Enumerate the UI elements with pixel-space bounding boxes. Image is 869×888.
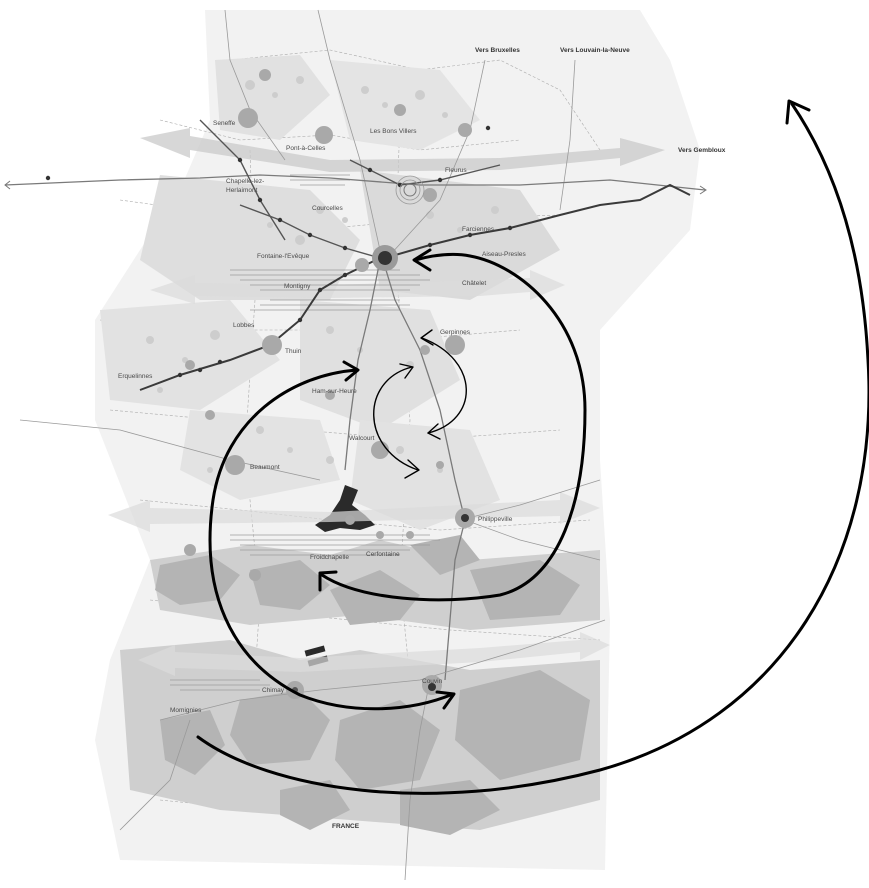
inner-loop-left-head-top: [399, 363, 414, 379]
label-vers-gembloux: Vers Gembloux: [678, 147, 726, 154]
label-chapelle: Chapelle-lez-: [226, 178, 264, 185]
label-philippeville: Philippeville: [478, 516, 513, 523]
label-erquelinnes: Erquelinnes: [118, 373, 153, 380]
central-hub: [292, 175, 469, 693]
road-end-arrows: [4, 180, 707, 195]
label-beaumont: Beaumont: [250, 464, 280, 471]
label-vers-bruxelles: Vers Bruxelles: [475, 47, 520, 54]
label-les-bons-villers: Les Bons Villers: [370, 128, 417, 135]
built-speckle: [146, 76, 499, 473]
left-loop-arrowhead-top: [342, 360, 360, 382]
inner-loop-right-head-top: [420, 329, 434, 346]
label-chatelet: Châtelet: [462, 280, 486, 287]
label-france: FRANCE: [332, 823, 360, 830]
label-courcelles: Courcelles: [312, 205, 343, 212]
label-walcourt: Walcourt: [349, 435, 375, 442]
spiral-arrow-to-hub: [320, 252, 587, 602]
label-fontaine: Fontaine-l'Evêque: [257, 253, 310, 260]
label-pont-a-celles: Pont-à-Celles: [286, 145, 326, 152]
label-vers-louvain: Vers Louvain-la-Neuve: [560, 47, 630, 54]
label-momignies: Momignies: [170, 707, 202, 714]
road-network: [4, 9, 706, 881]
inner-loop-left: [373, 366, 419, 471]
label-farciennes: Farciennes: [462, 226, 495, 233]
outer-sweep-arrowhead: [785, 99, 811, 125]
inner-loop-right: [421, 337, 467, 434]
place-labels: Vers Bruxelles Vers Louvain-la-Neuve Ver…: [118, 47, 726, 830]
label-herlaimont: Herlaimont: [226, 187, 258, 194]
spiral-arrow-to-hub-head: [412, 248, 432, 272]
left-loop-arrowhead-bottom: [435, 690, 456, 710]
label-lobbes: Lobbes: [233, 322, 255, 329]
outer-sweep-arrow: [196, 102, 869, 795]
left-loop-arrow: [208, 368, 455, 711]
label-gerpinnes: Gerpinnes: [440, 329, 471, 336]
overlay-arrows: [196, 99, 869, 795]
label-ham-sur-heure: Ham-sur-Heure: [312, 388, 357, 395]
label-cerfontaine: Cerfontaine: [366, 551, 400, 558]
forest-areas: [120, 535, 600, 835]
inner-loop-right-head-bottom: [427, 423, 441, 440]
spiral-arrow-start-head: [318, 570, 338, 592]
label-montigny: Montigny: [284, 283, 311, 290]
label-seneffe: Seneffe: [213, 120, 236, 127]
label-fleurus: Fleurus: [445, 167, 467, 174]
label-chimay: Chimay: [262, 687, 285, 694]
hatched-bands: [170, 174, 440, 691]
transit-lines: [45, 119, 691, 391]
inner-loop-left-head-bottom: [404, 459, 420, 479]
label-aiseau-presles: Aiseau-Presles: [482, 251, 526, 258]
label-thuin: Thuin: [285, 348, 302, 355]
label-couvin: Couvin: [422, 678, 443, 685]
label-froidchapelle: Froidchapelle: [310, 554, 349, 561]
